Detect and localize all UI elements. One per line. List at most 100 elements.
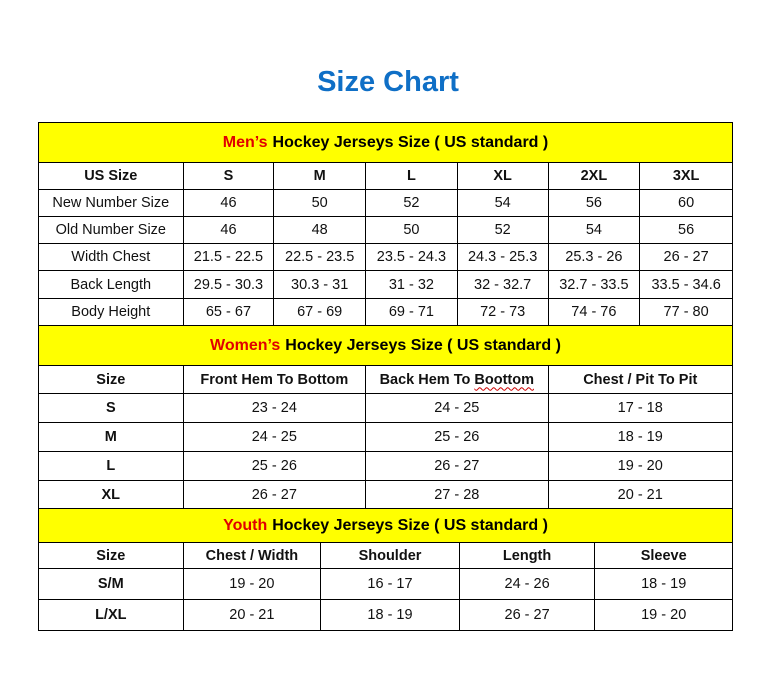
column-header: Size bbox=[39, 366, 184, 393]
cell-text: 19 - 20 bbox=[617, 458, 663, 474]
cell-text: Back Hem To Boottom bbox=[379, 371, 534, 388]
cell-text: 25.3 - 26 bbox=[565, 249, 623, 265]
table-cell: 19 - 20 bbox=[184, 569, 322, 599]
section-highlight: Youth bbox=[223, 516, 268, 534]
table-cell: 60 bbox=[640, 190, 732, 216]
cell-text: 60 bbox=[678, 195, 695, 211]
column-header: Length bbox=[460, 543, 596, 568]
table-row: XL 26 - 27 27 - 28 20 - 21 bbox=[39, 481, 732, 509]
row-label: Back Length bbox=[39, 271, 184, 298]
table-cell: 46 bbox=[184, 217, 275, 243]
table-cell: 26 - 27 bbox=[460, 600, 596, 630]
cell-text: 54 bbox=[494, 195, 511, 211]
cell-text: 67 - 69 bbox=[297, 304, 343, 320]
section-highlight: Men’s bbox=[222, 133, 268, 151]
section-heading-text: Hockey Jerseys Size ( US standard ) bbox=[272, 133, 549, 151]
column-header: Back Hem To Boottom bbox=[366, 366, 549, 393]
cell-text: 3XL bbox=[672, 168, 700, 184]
table-cell: 54 bbox=[549, 217, 641, 243]
row-label: Width Chest bbox=[39, 244, 184, 270]
table-cell: 32 - 32.7 bbox=[458, 271, 549, 298]
cell-text: Shoulder bbox=[358, 547, 422, 564]
table-cell: 22.5 - 23.5 bbox=[274, 244, 367, 270]
cell-text: 29.5 - 30.3 bbox=[193, 276, 264, 293]
table-cell: 54 bbox=[458, 190, 549, 216]
cell-text: 27 - 28 bbox=[434, 486, 480, 503]
row-label: M bbox=[39, 423, 184, 451]
cell-text: Width Chest bbox=[71, 249, 151, 265]
cell-text: 65 - 67 bbox=[205, 304, 252, 320]
cell-text: 20 - 21 bbox=[229, 607, 275, 623]
cell-text: M bbox=[313, 168, 326, 184]
cell-text: 16 - 17 bbox=[367, 576, 413, 592]
table-row: Back Length 29.5 - 30.3 30.3 - 31 31 - 32 32… bbox=[39, 271, 732, 299]
cell-text: 26 - 27 bbox=[434, 458, 480, 474]
cell-text: 26 - 27 bbox=[504, 607, 550, 623]
table-cell: 31 - 32 bbox=[366, 271, 458, 298]
row-label: Body Height bbox=[39, 299, 184, 325]
cell-text: Chest / Width bbox=[205, 547, 299, 564]
table-cell: 72 - 73 bbox=[458, 299, 549, 325]
column-header: Chest / Width bbox=[184, 543, 322, 568]
cell-text: L bbox=[106, 458, 116, 474]
cell-text: 20 - 21 bbox=[617, 486, 663, 503]
section-heading-text: Hockey Jerseys Size ( US standard ) bbox=[285, 336, 561, 354]
cell-text: 30.3 - 31 bbox=[291, 276, 349, 293]
table-row: S 23 - 24 24 - 25 17 - 18 bbox=[39, 394, 732, 423]
cell-text: 23.5 - 24.3 bbox=[376, 249, 447, 265]
table-cell: 25.3 - 26 bbox=[549, 244, 641, 270]
table-row: S/M 19 - 20 16 - 17 24 - 26 18 - 19 bbox=[39, 569, 732, 600]
cell-text: 25 - 26 bbox=[251, 458, 297, 474]
table-header-row: US Size S M L XL 2XL 3XL bbox=[39, 163, 732, 190]
table-cell: 50 bbox=[366, 217, 458, 243]
table-cell: 24 - 25 bbox=[184, 423, 367, 451]
table-row: L 25 - 26 26 - 27 19 - 20 bbox=[39, 452, 732, 481]
cell-text: 24 - 26 bbox=[504, 576, 550, 592]
cell-text: 52 bbox=[494, 222, 511, 238]
row-label: L/XL bbox=[39, 600, 184, 630]
cell-text: Size bbox=[96, 371, 126, 388]
column-header: 3XL bbox=[640, 163, 732, 189]
table-cell: 52 bbox=[458, 217, 549, 243]
table-cell: 52 bbox=[366, 190, 458, 216]
cell-text: 18 - 19 bbox=[641, 576, 687, 592]
table-row: Body Height 65 - 67 67 - 69 69 - 71 72 - 73 7… bbox=[39, 299, 732, 326]
row-label: XL bbox=[39, 481, 184, 508]
table-cell: 26 - 27 bbox=[640, 244, 732, 270]
table-cell: 23.5 - 24.3 bbox=[366, 244, 458, 270]
cell-text: Back Length bbox=[70, 276, 152, 293]
row-label: S bbox=[39, 394, 184, 422]
cell-text: 24 - 25 bbox=[434, 400, 480, 416]
cell-text: S bbox=[105, 400, 116, 416]
column-header: L bbox=[366, 163, 458, 189]
cell-text: S/M bbox=[97, 576, 124, 592]
cell-text: 69 - 71 bbox=[388, 304, 434, 320]
cell-text: 52 bbox=[403, 195, 420, 211]
cell-text: 50 bbox=[403, 222, 420, 238]
cell-text: 18 - 19 bbox=[367, 607, 413, 623]
cell-text: 18 - 19 bbox=[617, 429, 663, 445]
cell-text: 33.5 - 34.6 bbox=[651, 276, 721, 293]
cell-text: XL bbox=[101, 486, 121, 503]
table-row: Old Number Size 46 48 50 52 54 56 bbox=[39, 217, 732, 244]
table-cell: 32.7 - 33.5 bbox=[549, 271, 641, 298]
cell-text: 24 - 25 bbox=[251, 429, 297, 445]
section-highlight: Women’s bbox=[210, 336, 281, 354]
table-cell: 20 - 21 bbox=[184, 600, 322, 630]
cell-text: 77 - 80 bbox=[663, 304, 709, 320]
cell-text: 46 bbox=[220, 195, 237, 211]
cell-text: Old Number Size bbox=[55, 222, 166, 238]
table-cell: 24 - 26 bbox=[460, 569, 596, 599]
cell-text: 56 bbox=[585, 195, 602, 211]
table-cell: 24 - 25 bbox=[366, 394, 549, 422]
column-header: S bbox=[184, 163, 275, 189]
cell-text: Chest / Pit To Pit bbox=[583, 371, 698, 388]
cell-text: New Number Size bbox=[52, 195, 170, 211]
table-cell: 27 - 28 bbox=[366, 481, 549, 508]
cell-text: 21.5 - 22.5 bbox=[193, 249, 264, 265]
column-header: M bbox=[274, 163, 367, 189]
youth-section-heading: Youth Hockey Jerseys Size ( US standard ) bbox=[39, 509, 732, 543]
cell-text: 19 - 20 bbox=[641, 607, 687, 623]
table-cell: 18 - 19 bbox=[595, 569, 732, 599]
table-cell: 26 - 27 bbox=[184, 481, 367, 508]
